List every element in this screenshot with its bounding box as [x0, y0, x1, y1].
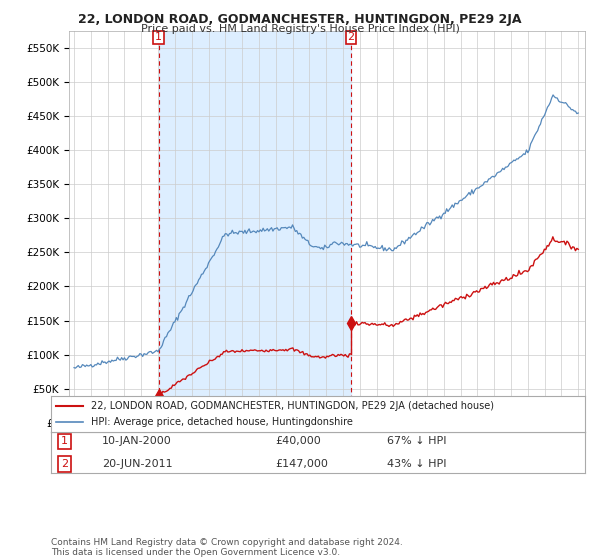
- Text: 67% ↓ HPI: 67% ↓ HPI: [388, 436, 447, 446]
- Text: 20-JUN-2011: 20-JUN-2011: [102, 459, 172, 469]
- Text: HPI: Average price, detached house, Huntingdonshire: HPI: Average price, detached house, Hunt…: [91, 418, 353, 427]
- Text: 10-JAN-2000: 10-JAN-2000: [102, 436, 172, 446]
- Text: 2: 2: [61, 459, 68, 469]
- Text: 22, LONDON ROAD, GODMANCHESTER, HUNTINGDON, PE29 2JA: 22, LONDON ROAD, GODMANCHESTER, HUNTINGD…: [78, 13, 522, 26]
- Text: Contains HM Land Registry data © Crown copyright and database right 2024.
This d: Contains HM Land Registry data © Crown c…: [51, 538, 403, 557]
- Text: 43% ↓ HPI: 43% ↓ HPI: [388, 459, 447, 469]
- Text: £40,000: £40,000: [275, 436, 321, 446]
- Text: 1: 1: [155, 32, 162, 43]
- Text: Price paid vs. HM Land Registry's House Price Index (HPI): Price paid vs. HM Land Registry's House …: [140, 24, 460, 34]
- Text: 1: 1: [61, 436, 68, 446]
- Text: 2: 2: [347, 32, 355, 43]
- Bar: [158, 31, 351, 423]
- Text: 22, LONDON ROAD, GODMANCHESTER, HUNTINGDON, PE29 2JA (detached house): 22, LONDON ROAD, GODMANCHESTER, HUNTINGD…: [91, 401, 494, 410]
- Text: £147,000: £147,000: [275, 459, 328, 469]
